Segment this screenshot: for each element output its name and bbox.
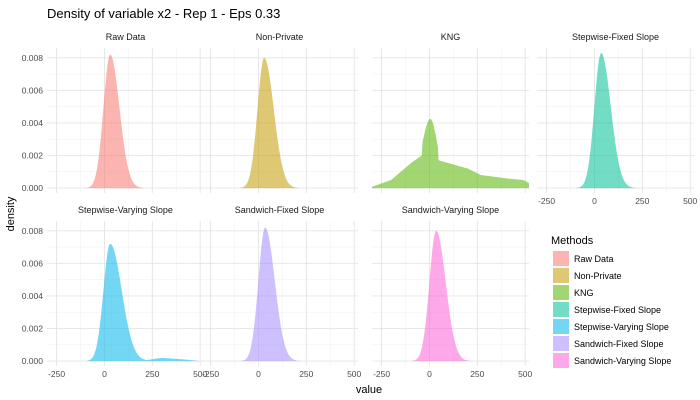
density-area-sandwich-fixed-slope bbox=[240, 227, 301, 362]
chart-title: Density of variable x2 - Rep 1 - Eps 0.3… bbox=[47, 6, 280, 21]
x-tick-label: 0 bbox=[592, 196, 597, 206]
facet-strip-label: Sandwich-Fixed Slope bbox=[235, 205, 325, 215]
legend-label: Sandwich-Varying Slope bbox=[574, 356, 671, 366]
density-area-raw-data bbox=[85, 54, 145, 189]
y-tick-label: 0.004 bbox=[22, 118, 44, 128]
facet-strip-label: Non-Private bbox=[256, 32, 304, 42]
legend-items: Raw Data Non-Private KNG Stepwise-Fixed Slo… bbox=[553, 251, 671, 368]
legend-key bbox=[553, 336, 569, 351]
facet-strip-label: Stepwise-Varying Slope bbox=[78, 205, 173, 215]
y-tick-label: 0.000 bbox=[22, 183, 44, 193]
x-tick-label: 250 bbox=[470, 369, 484, 379]
facet-panel-raw-data: Raw Data 0.000 0.002 0.004 0.006 0.008 bbox=[22, 32, 204, 193]
x-tick-label: 250 bbox=[145, 369, 159, 379]
density-area-stepwise-fixed-slope bbox=[576, 52, 637, 189]
x-tick-label: 250 bbox=[635, 196, 649, 206]
y-tick-label: 0.006 bbox=[22, 85, 44, 95]
facet-panel-sandwich-varying-slope: Sandwich-Varying Slope -250 0 250 500 bbox=[372, 205, 533, 379]
y-tick-label: 0.008 bbox=[22, 53, 44, 63]
y-tick-label: 0.000 bbox=[22, 356, 44, 366]
x-tick-label: 500 bbox=[193, 369, 207, 379]
legend-label: KNG bbox=[574, 288, 594, 298]
facet-strip-label: Stepwise-Fixed Slope bbox=[572, 32, 659, 42]
x-tick-label: -250 bbox=[202, 369, 219, 379]
y-axis-label: density bbox=[5, 196, 17, 231]
gridlines bbox=[201, 221, 358, 366]
legend: Methods Raw Data Non-Private KNG Stepwise-F… bbox=[551, 235, 671, 368]
legend-key bbox=[553, 268, 569, 283]
legend-label: Non-Private bbox=[574, 271, 622, 281]
facet-panel-stepwise-fixed-slope: Stepwise-Fixed Slope -250 0 250 500 bbox=[537, 32, 698, 206]
legend-label: Sandwich-Fixed Slope bbox=[574, 339, 664, 349]
facet-strip-label: KNG bbox=[441, 32, 461, 42]
x-tick-label: 0 bbox=[102, 369, 107, 379]
legend-label: Raw Data bbox=[574, 254, 614, 264]
density-area-stepwise-varying-slope bbox=[86, 243, 199, 362]
x-tick-label: -250 bbox=[538, 196, 555, 206]
legend-key bbox=[553, 353, 569, 368]
x-tick-label: 500 bbox=[683, 196, 697, 206]
facet-strip-label: Sandwich-Varying Slope bbox=[402, 205, 499, 215]
legend-label: Stepwise-Fixed Slope bbox=[574, 305, 661, 315]
gridlines bbox=[372, 221, 529, 366]
density-area-sandwich-varying-slope bbox=[411, 230, 472, 362]
legend-key bbox=[553, 302, 569, 317]
legend-label: Stepwise-Varying Slope bbox=[574, 322, 669, 332]
legend-item-stepwise-varying-slope: Stepwise-Varying Slope bbox=[553, 319, 669, 334]
y-tick-label: 0.006 bbox=[22, 258, 44, 268]
x-tick-label: -250 bbox=[373, 369, 390, 379]
y-tick-label: 0.008 bbox=[22, 226, 44, 236]
x-tick-label: 500 bbox=[518, 369, 532, 379]
legend-item-raw-data: Raw Data bbox=[553, 251, 614, 266]
x-tick-label: 0 bbox=[256, 369, 261, 379]
y-tick-label: 0.002 bbox=[22, 151, 44, 161]
facet-panel-kng: KNG bbox=[372, 32, 529, 193]
x-tick-label: -250 bbox=[48, 369, 65, 379]
facet-strip-label: Raw Data bbox=[106, 32, 146, 42]
legend-key bbox=[553, 319, 569, 334]
legend-item-kng: KNG bbox=[553, 285, 594, 300]
legend-item-sandwich-fixed-slope: Sandwich-Fixed Slope bbox=[553, 336, 664, 351]
gridlines bbox=[201, 48, 358, 193]
x-axis-label: value bbox=[356, 384, 382, 396]
facet-panel-stepwise-varying-slope: Stepwise-Varying Slope 0.000 0.002 0.004 0.0… bbox=[22, 205, 208, 379]
legend-key bbox=[553, 251, 569, 266]
legend-item-sandwich-varying-slope: Sandwich-Varying Slope bbox=[553, 353, 671, 368]
legend-title: Methods bbox=[551, 235, 594, 247]
x-tick-label: 500 bbox=[347, 369, 361, 379]
y-tick-label: 0.004 bbox=[22, 291, 44, 301]
facet-panels: Raw Data 0.000 0.002 0.004 0.006 0.008 Non-Pri… bbox=[22, 32, 698, 379]
x-tick-label: 0 bbox=[427, 369, 432, 379]
y-tick-label: 0.002 bbox=[22, 324, 44, 334]
facet-panel-sandwich-fixed-slope: Sandwich-Fixed Slope -250 0 250 500 bbox=[201, 205, 362, 379]
facet-panel-non-private: Non-Private bbox=[201, 32, 358, 193]
legend-item-non-private: Non-Private bbox=[553, 268, 622, 283]
x-tick-label: 250 bbox=[299, 369, 313, 379]
legend-item-stepwise-fixed-slope: Stepwise-Fixed Slope bbox=[553, 302, 661, 317]
density-area-non-private bbox=[239, 57, 299, 189]
density-area-kng bbox=[372, 118, 529, 189]
legend-key bbox=[553, 285, 569, 300]
